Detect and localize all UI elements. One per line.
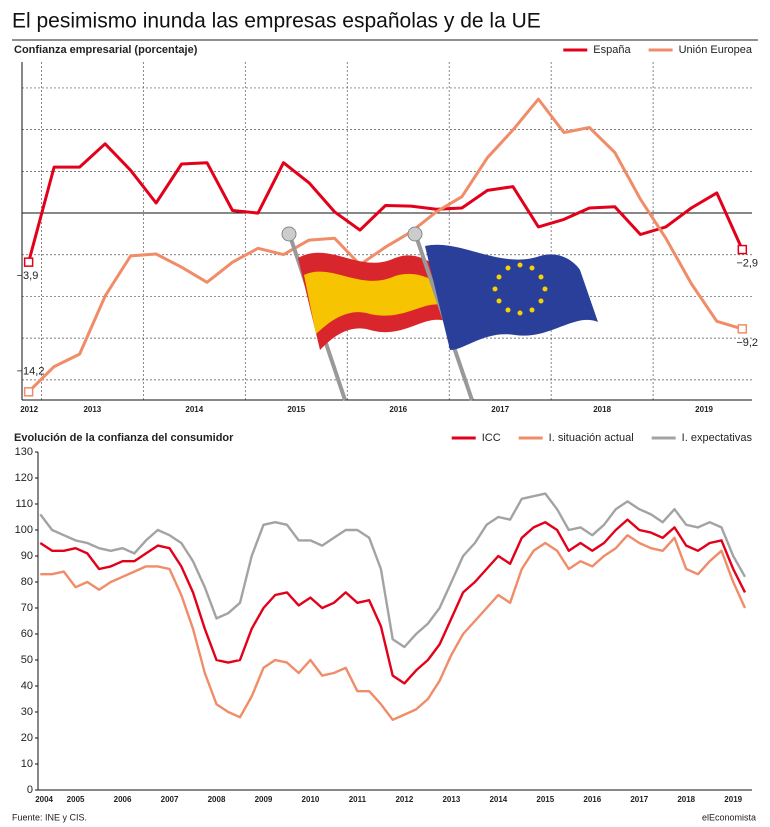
value-label: −3,9 [17, 270, 39, 282]
end-marker [23, 257, 34, 267]
x-tick-label: 2019 [695, 405, 713, 414]
y-tick-label: 90 [21, 550, 33, 562]
chart-subtitle: Confianza empresarial (porcentaje) [14, 44, 198, 56]
legend-label: ICC [482, 432, 501, 444]
page-title: El pesimismo inunda las empresas español… [12, 10, 541, 33]
x-tick-label: 2016 [389, 405, 407, 414]
y-tick-label: 20 [21, 732, 33, 744]
legend-label: I. situación actual [549, 432, 634, 444]
flags-illustration [281, 226, 598, 401]
x-tick-label: 2017 [491, 405, 509, 414]
end-marker [23, 387, 34, 397]
y-tick-label: 50 [21, 654, 33, 666]
y-tick-label: 60 [21, 628, 33, 640]
x-tick-label: 2013 [83, 405, 101, 414]
value-label: −14,2 [17, 366, 45, 378]
y-tick-label: 110 [15, 498, 33, 510]
series-line [27, 142, 744, 263]
legend-label: I. expectativas [682, 432, 753, 444]
x-tick-label: 2015 [287, 405, 305, 414]
x-tick-label: 2013 [442, 795, 460, 804]
chart-subtitle: Evolución de la confianza del consumidor [14, 432, 234, 444]
flag-eu-stars [492, 262, 548, 316]
end-marker [737, 324, 748, 334]
x-tick-label: 2010 [302, 795, 320, 804]
y-tick-label: 100 [15, 524, 33, 536]
x-tick-label: 2007 [161, 795, 179, 804]
x-tick-label: 2005 [67, 795, 85, 804]
x-tick-label: 2018 [593, 405, 611, 414]
flag-eu [425, 244, 598, 350]
x-tick-label: 2016 [583, 795, 601, 804]
y-tick-label: 40 [21, 680, 33, 692]
series-line [40, 534, 747, 721]
y-tick-label: 120 [15, 472, 33, 484]
credit: elEconomista [702, 812, 756, 822]
x-tick-label: 2009 [255, 795, 273, 804]
y-tick-label: 0 [27, 784, 33, 796]
value-label: −9,2 [736, 337, 758, 349]
x-tick-label: 2012 [20, 405, 38, 414]
pole-knob [281, 226, 297, 242]
x-tick-label: 2004 [35, 795, 53, 804]
x-tick-label: 2011 [349, 795, 367, 804]
flag-spain-stripe [304, 271, 446, 334]
x-tick-label: 2015 [536, 795, 554, 804]
source: Fuente: INE y CIS. [12, 812, 87, 822]
y-tick-label: 30 [21, 706, 33, 718]
y-tick-label: 70 [21, 602, 33, 614]
x-tick-label: 2014 [489, 795, 507, 804]
x-tick-label: 2018 [677, 795, 695, 804]
legend-label: España [593, 44, 631, 56]
end-marker [737, 244, 748, 255]
x-tick-label: 2017 [630, 795, 648, 804]
pole-knob [407, 226, 423, 242]
x-tick-label: 2008 [208, 795, 226, 804]
series-line [39, 492, 747, 649]
series-line [27, 97, 743, 393]
value-label: −2,9 [736, 257, 758, 269]
x-tick-label: 2006 [114, 795, 132, 804]
x-tick-label: 2019 [724, 795, 742, 804]
x-tick-label: 2012 [395, 795, 413, 804]
x-tick-label: 2014 [185, 405, 203, 414]
legend-label: Unión Europea [679, 44, 753, 56]
y-tick-label: 10 [21, 758, 33, 770]
y-tick-label: 80 [21, 576, 33, 588]
series-line [39, 518, 747, 685]
y-tick-label: 130 [15, 446, 33, 458]
